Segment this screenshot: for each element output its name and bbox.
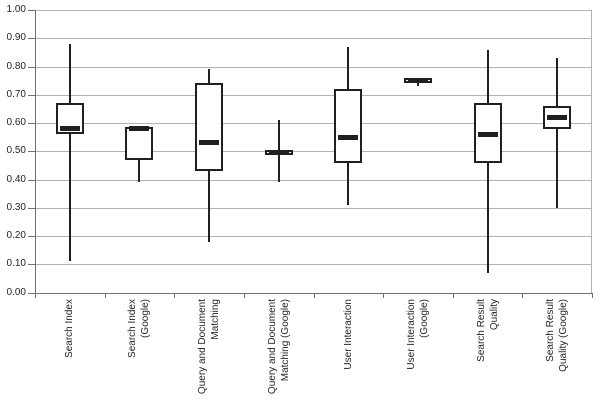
x-tick (104, 292, 106, 298)
y-tick (28, 207, 35, 209)
gridline (35, 236, 592, 237)
y-axis-label: 0.20 (6, 230, 26, 241)
x-axis-label: Search Index (64, 299, 76, 358)
y-axis-label: 0.30 (6, 201, 26, 213)
upper-whisker (208, 69, 211, 84)
x-tick (383, 292, 385, 298)
lower-whisker (556, 128, 559, 208)
upper-whisker (556, 58, 559, 107)
upper-whisker (277, 120, 280, 150)
y-tick (28, 66, 35, 68)
x-tick (243, 292, 245, 298)
x-axis-label: User Interaction (342, 299, 354, 370)
y-axis-label: 0.40 (6, 173, 26, 185)
gridline (35, 264, 592, 266)
x-axis-label: User Interaction (Google) (405, 299, 430, 370)
median-bar (407, 78, 428, 84)
x-tick (174, 292, 176, 298)
y-axis-label: 0.70 (6, 88, 26, 100)
lower-whisker (347, 162, 350, 205)
x-tick (592, 292, 593, 298)
y-axis-label: 0.00 (6, 286, 26, 298)
box (125, 127, 154, 160)
median-bar (129, 126, 150, 132)
lower-whisker (208, 171, 211, 242)
x-axis-label: Search Result Quality (Google) (545, 299, 570, 372)
median-bar (477, 131, 498, 137)
x-axis-label: Query and Document Matching (197, 299, 222, 395)
median-bar (268, 150, 289, 156)
x-tick (452, 292, 454, 298)
gridline (35, 38, 592, 40)
y-tick (28, 179, 35, 181)
gridline (35, 10, 592, 11)
y-tick (28, 236, 35, 237)
lower-whisker (138, 159, 141, 183)
lower-whisker (416, 82, 419, 87)
gridline (35, 66, 592, 68)
median-bar (59, 126, 80, 132)
plot-right-border (591, 10, 592, 293)
gridline (35, 179, 592, 181)
lower-whisker (68, 134, 71, 262)
gridline (35, 151, 592, 153)
plot-area (35, 10, 592, 293)
y-tick (28, 292, 35, 294)
gridline (35, 207, 592, 209)
y-tick (28, 10, 35, 11)
upper-whisker (347, 46, 350, 90)
y-axis-label: 1.00 (6, 4, 26, 15)
box (195, 83, 224, 171)
x-axis-label: Search Result Quality (475, 299, 500, 362)
median-bar (338, 134, 359, 140)
y-axis-label: 0.90 (6, 32, 26, 44)
y-axis-label: 0.10 (6, 258, 26, 270)
lower-whisker (277, 155, 280, 183)
y-axis-label: 0.60 (6, 117, 26, 128)
x-tick (35, 292, 36, 298)
x-axis-label: Search Index (Google) (127, 299, 152, 358)
y-axis-label: 0.50 (6, 145, 26, 157)
x-tick (522, 292, 524, 298)
x-tick (313, 292, 315, 298)
y-tick (28, 38, 35, 40)
upper-whisker (68, 43, 71, 104)
gridline (35, 123, 592, 124)
y-tick (28, 264, 35, 266)
box (334, 89, 363, 163)
median-bar (547, 114, 568, 120)
y-tick (28, 151, 35, 153)
y-axis-line (35, 10, 36, 293)
upper-whisker (486, 49, 489, 104)
y-axis-label: 0.80 (6, 60, 26, 72)
x-axis-label: Query and Document Matching (Google) (266, 299, 291, 395)
lower-whisker (486, 162, 489, 273)
gridline (35, 94, 592, 96)
y-tick (28, 123, 35, 124)
y-tick (28, 94, 35, 96)
median-bar (199, 140, 220, 146)
